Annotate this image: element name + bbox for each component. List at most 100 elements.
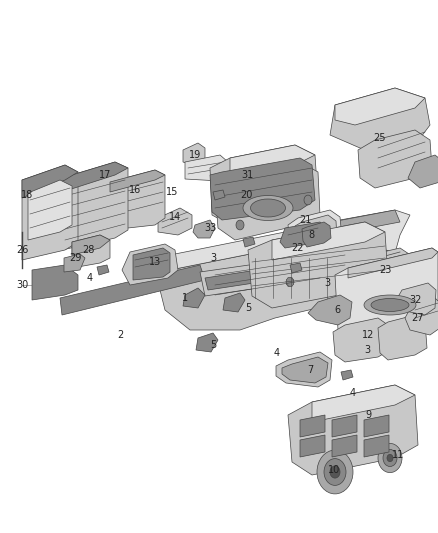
Polygon shape [122, 244, 178, 285]
Polygon shape [230, 145, 315, 178]
Polygon shape [290, 263, 302, 273]
Ellipse shape [286, 277, 293, 287]
Polygon shape [158, 208, 192, 235]
Polygon shape [364, 415, 389, 437]
Ellipse shape [371, 298, 409, 311]
Polygon shape [330, 88, 430, 155]
Polygon shape [300, 435, 325, 457]
Polygon shape [300, 210, 400, 240]
Ellipse shape [286, 277, 293, 287]
Text: 32: 32 [409, 295, 421, 305]
Text: 21: 21 [299, 215, 311, 225]
Text: 9: 9 [365, 410, 371, 420]
Polygon shape [183, 143, 205, 165]
Polygon shape [133, 248, 170, 280]
Polygon shape [97, 265, 109, 275]
Ellipse shape [243, 196, 293, 221]
Polygon shape [272, 222, 385, 260]
Polygon shape [22, 165, 78, 260]
Polygon shape [395, 253, 408, 295]
Polygon shape [312, 385, 415, 422]
Text: 14: 14 [169, 212, 181, 222]
Circle shape [330, 466, 340, 478]
Polygon shape [282, 357, 328, 383]
Text: 10: 10 [328, 465, 340, 475]
Circle shape [317, 450, 353, 494]
Polygon shape [332, 415, 357, 437]
Polygon shape [210, 158, 315, 220]
Text: 20: 20 [240, 190, 252, 200]
Polygon shape [248, 222, 388, 308]
Text: 28: 28 [82, 245, 94, 255]
Text: 15: 15 [166, 187, 178, 197]
Ellipse shape [286, 277, 293, 287]
Ellipse shape [286, 278, 294, 286]
Polygon shape [183, 288, 205, 308]
Polygon shape [170, 210, 410, 270]
Polygon shape [335, 248, 438, 338]
Circle shape [383, 449, 397, 466]
Text: 19: 19 [189, 150, 201, 160]
Polygon shape [64, 254, 85, 272]
Polygon shape [302, 222, 331, 247]
Text: 1: 1 [182, 293, 188, 303]
Text: 4: 4 [274, 348, 280, 358]
Text: 12: 12 [362, 330, 374, 340]
Text: 4: 4 [350, 388, 356, 398]
Polygon shape [288, 385, 418, 475]
Text: 23: 23 [379, 265, 391, 275]
Polygon shape [364, 435, 389, 457]
Polygon shape [193, 220, 215, 238]
Polygon shape [223, 293, 245, 312]
Circle shape [236, 220, 244, 230]
Polygon shape [333, 318, 390, 362]
Text: 29: 29 [69, 253, 81, 263]
Circle shape [378, 443, 402, 473]
Polygon shape [280, 222, 325, 248]
Polygon shape [62, 162, 128, 250]
Text: 6: 6 [334, 305, 340, 315]
Text: 31: 31 [241, 170, 253, 180]
Polygon shape [405, 298, 438, 335]
Polygon shape [341, 370, 353, 380]
Polygon shape [110, 170, 165, 192]
Circle shape [324, 458, 346, 486]
Text: 3: 3 [210, 253, 216, 263]
Text: 22: 22 [292, 243, 304, 253]
Text: 8: 8 [308, 230, 314, 240]
Polygon shape [332, 435, 357, 457]
Polygon shape [395, 283, 436, 315]
Polygon shape [295, 215, 337, 250]
Text: 26: 26 [16, 245, 28, 255]
Polygon shape [200, 252, 345, 296]
Text: 7: 7 [307, 365, 313, 375]
Polygon shape [213, 190, 225, 200]
Text: 30: 30 [16, 280, 28, 290]
Polygon shape [288, 210, 342, 252]
Polygon shape [110, 170, 165, 230]
Text: 17: 17 [99, 170, 111, 180]
Polygon shape [185, 155, 228, 181]
Ellipse shape [286, 277, 293, 287]
Polygon shape [72, 235, 110, 255]
Polygon shape [196, 333, 218, 352]
Text: 2: 2 [117, 330, 123, 340]
Ellipse shape [251, 199, 286, 217]
Polygon shape [210, 145, 318, 225]
Polygon shape [348, 248, 438, 278]
Polygon shape [308, 295, 352, 325]
Ellipse shape [364, 295, 416, 315]
Text: 5: 5 [245, 303, 251, 313]
Text: 5: 5 [210, 340, 216, 350]
Text: 18: 18 [21, 190, 33, 200]
Text: 27: 27 [412, 313, 424, 323]
Polygon shape [300, 415, 325, 437]
Polygon shape [335, 88, 425, 125]
Polygon shape [72, 235, 110, 268]
Polygon shape [28, 180, 72, 240]
Polygon shape [32, 265, 78, 300]
Text: 3: 3 [364, 345, 370, 355]
Text: 13: 13 [149, 257, 161, 267]
Text: 16: 16 [129, 185, 141, 195]
Polygon shape [358, 130, 432, 188]
